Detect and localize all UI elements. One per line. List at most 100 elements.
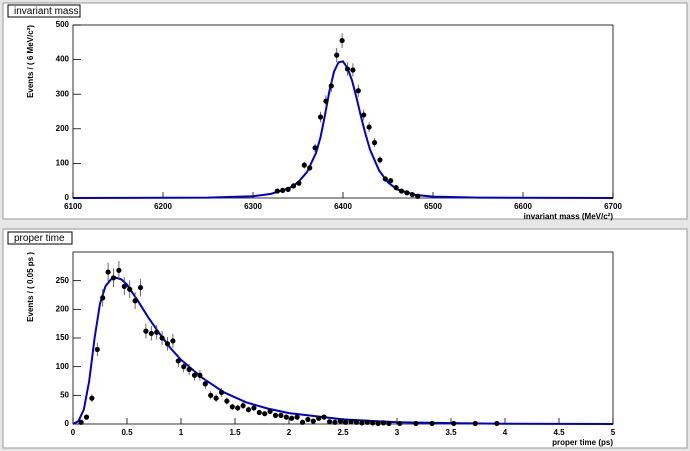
x-tick-label: 5 <box>611 428 616 437</box>
data-point <box>181 364 187 370</box>
x-tick-label: 6400 <box>334 202 352 211</box>
data-point <box>350 67 356 73</box>
data-point <box>240 403 246 409</box>
data-point <box>337 418 343 424</box>
data-point <box>375 420 381 427</box>
data-point <box>159 335 165 341</box>
x-tick-label: 3.5 <box>445 428 457 437</box>
y-tick-label: 0 <box>65 193 70 202</box>
data-point <box>323 98 329 104</box>
data-point <box>175 358 181 364</box>
data-point <box>359 420 365 426</box>
data-point <box>116 267 122 273</box>
x-tick-label: 6700 <box>604 202 622 211</box>
y-tick-label: 200 <box>56 124 70 133</box>
data-point <box>326 419 333 425</box>
x-tick-label: 0.5 <box>121 428 133 437</box>
data-point <box>364 419 370 425</box>
y-tick-label: 100 <box>56 362 70 371</box>
data-point <box>132 298 138 304</box>
x-tick-label: 6100 <box>64 202 82 211</box>
data-point <box>235 405 241 411</box>
data-point <box>294 414 300 420</box>
data-point <box>348 419 354 425</box>
data-point <box>218 389 225 396</box>
data-point <box>208 392 214 398</box>
x-tick-label: 4 <box>503 428 508 437</box>
y-tick-label: 200 <box>56 304 70 313</box>
data-point <box>89 395 95 401</box>
y-axis-label: Events / ( 0.05 ps ) <box>26 252 35 322</box>
data-point <box>316 415 322 421</box>
data-point <box>186 366 192 373</box>
data-point <box>451 420 457 427</box>
x-axis-label: proper time (ps) <box>552 438 613 447</box>
data-point <box>404 190 410 196</box>
data-point <box>170 338 176 344</box>
data-point <box>83 414 90 420</box>
x-axis-label: invariant mass (MeV/c²) <box>524 212 614 221</box>
data-point <box>339 37 345 44</box>
data-point <box>415 193 421 199</box>
data-point <box>121 283 127 289</box>
pad <box>2 2 688 220</box>
y-tick-label: 0 <box>65 419 70 428</box>
data-point <box>307 165 313 171</box>
y-tick-label: 50 <box>60 390 69 399</box>
x-tick-label: 2.5 <box>337 428 349 437</box>
data-point <box>202 381 208 387</box>
data-point <box>343 419 349 425</box>
data-point <box>393 185 399 191</box>
title-box <box>7 231 73 245</box>
data-point <box>143 328 149 334</box>
y-tick-label: 300 <box>56 89 70 98</box>
data-point <box>229 404 235 410</box>
data-point <box>278 412 284 418</box>
x-tick-label: 0 <box>71 428 76 437</box>
data-point <box>105 269 111 275</box>
data-point <box>353 419 360 425</box>
data-point <box>388 178 394 184</box>
data-point <box>245 407 252 413</box>
y-tick-label: 150 <box>56 333 70 342</box>
data-point <box>328 83 334 89</box>
y-tick-label: 250 <box>56 276 70 285</box>
data-point <box>413 420 419 427</box>
data-point <box>283 414 289 420</box>
data-point <box>191 372 198 378</box>
data-point <box>370 420 376 426</box>
data-point <box>397 420 403 427</box>
data-point <box>289 415 295 421</box>
data-point <box>164 341 171 347</box>
y-axis-label: Events / ( 6 MeV/c²) <box>26 25 35 98</box>
x-tick-label: 6300 <box>244 202 262 211</box>
y-tick-label: 100 <box>56 159 70 168</box>
data-point <box>154 329 160 335</box>
data-point <box>148 330 154 337</box>
data-point <box>301 162 307 168</box>
data-point <box>280 187 286 193</box>
x-tick-label: 6500 <box>424 202 442 211</box>
x-tick-label: 2 <box>287 428 292 437</box>
title-box <box>7 4 81 18</box>
data-point <box>100 295 106 301</box>
x-tick-label: 4.5 <box>553 428 565 437</box>
data-point <box>251 405 257 411</box>
data-point <box>386 420 392 427</box>
x-tick-label: 6200 <box>154 202 172 211</box>
data-point <box>127 286 133 292</box>
y-tick-label: 400 <box>56 55 70 64</box>
data-point <box>371 140 378 146</box>
pad <box>2 228 688 449</box>
data-point <box>380 420 387 426</box>
data-point <box>267 408 273 414</box>
data-point <box>296 180 302 186</box>
data-point <box>334 52 340 58</box>
data-point <box>429 420 435 427</box>
data-point <box>224 398 230 404</box>
data-point <box>312 145 318 151</box>
data-point <box>137 284 144 291</box>
fit-curve <box>72 276 614 425</box>
chart-title: invariant mass <box>14 6 78 17</box>
